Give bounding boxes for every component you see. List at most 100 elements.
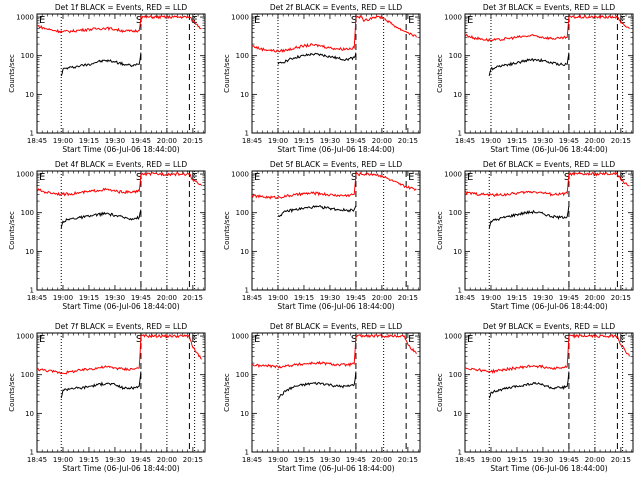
- y-axis-label: Counts/sec: [223, 211, 231, 250]
- x-tick-label: 18:45: [27, 456, 47, 464]
- x-tick-label: 19:00: [53, 456, 73, 464]
- y-tick-label: 1000: [231, 333, 249, 341]
- series-line-events: [60, 209, 142, 229]
- x-tick-label: 19:00: [481, 456, 501, 464]
- marker-label-e-start: E: [467, 334, 473, 345]
- x-axis-label: Start Time (06-Jul-06 18:44:00): [62, 464, 179, 473]
- y-tick-label: 10: [453, 410, 462, 418]
- chart-panel-8: Det 8f BLACK = Events, RED = LLD 1 10 100 10…: [223, 322, 421, 473]
- marker-label-s: S: [351, 15, 357, 26]
- chart-panel-9: Det 9f BLACK = Events, RED = LLD 1 10 100 10…: [436, 322, 634, 473]
- plot-frame: [36, 332, 206, 453]
- marker-label-e-start: E: [254, 15, 260, 26]
- marker-label-e: E: [408, 172, 414, 183]
- y-tick-label: 10: [25, 91, 34, 99]
- x-tick-label: 19:15: [507, 294, 527, 302]
- plot-frame: [464, 170, 634, 291]
- y-tick-label: 1: [30, 287, 34, 295]
- marker-label-s: S: [136, 172, 142, 183]
- x-tick-label: 20:00: [157, 294, 177, 302]
- panel-title: Det 2f BLACK = Events, RED = LLD: [270, 3, 403, 12]
- x-axis-label: Start Time (06-Jul-06 18:44:00): [277, 145, 394, 154]
- x-tick-label: 20:00: [372, 137, 392, 145]
- marker-label-e-start: E: [254, 334, 260, 345]
- x-tick-label: 19:15: [79, 456, 99, 464]
- x-tick-label: 19:00: [481, 294, 501, 302]
- y-tick-label: 100: [236, 371, 249, 379]
- x-tick-label: 19:45: [559, 137, 579, 145]
- panel-title: Det 8f BLACK = Events, RED = LLD: [270, 322, 403, 331]
- marker-label-e: E: [408, 334, 414, 345]
- x-tick-label: 20:15: [183, 456, 203, 464]
- y-axis-label: Counts/sec: [223, 373, 231, 412]
- x-tick-label: 20:15: [398, 294, 418, 302]
- y-tick-label: 1: [245, 130, 249, 138]
- panel-title: Det 5f BLACK = Events, RED = LLD: [270, 160, 403, 169]
- x-axis-label: Start Time (06-Jul-06 18:44:00): [62, 302, 179, 311]
- x-tick-label: 20:00: [372, 294, 392, 302]
- y-tick-label: 1: [458, 130, 462, 138]
- y-tick-label: 100: [21, 209, 34, 217]
- y-tick-label: 100: [449, 52, 462, 60]
- x-tick-label: 19:30: [533, 456, 553, 464]
- y-axis-label: Counts/sec: [223, 54, 231, 93]
- plot-frame: [251, 170, 421, 291]
- x-axis-label: Start Time (06-Jul-06 18:44:00): [490, 302, 607, 311]
- series-line-events: [488, 52, 570, 77]
- x-tick-label: 18:45: [455, 456, 475, 464]
- x-tick-label: 19:30: [320, 294, 340, 302]
- marker-label-s: S: [351, 334, 357, 345]
- x-tick-label: 19:15: [79, 294, 99, 302]
- series-line-lld: [251, 172, 417, 200]
- plot-frame: [464, 13, 634, 134]
- x-tick-label: 19:45: [131, 137, 151, 145]
- x-axis-label: Start Time (06-Jul-06 18:44:00): [490, 464, 607, 473]
- x-tick-label: 18:45: [242, 137, 262, 145]
- x-tick-label: 19:00: [53, 137, 73, 145]
- y-tick-label: 1000: [231, 14, 249, 22]
- series-line-events: [60, 371, 142, 399]
- x-tick-label: 19:15: [294, 137, 314, 145]
- marker-label-s: S: [136, 334, 142, 345]
- y-axis-label: Counts/sec: [8, 211, 16, 250]
- marker-label-e: E: [408, 15, 414, 26]
- chart-panel-3: Det 3f BLACK = Events, RED = LLD 1 10 100 10…: [436, 3, 634, 154]
- series-line-lld: [251, 333, 417, 369]
- panel-title: Det 3f BLACK = Events, RED = LLD: [483, 3, 616, 12]
- x-tick-label: 18:45: [242, 294, 262, 302]
- marker-label-s: S: [564, 15, 570, 26]
- series-line-lld: [251, 14, 417, 53]
- panel-title: Det 1f BLACK = Events, RED = LLD: [55, 3, 188, 12]
- series-line-events: [277, 205, 357, 218]
- x-tick-label: 18:45: [27, 294, 47, 302]
- x-axis-label: Start Time (06-Jul-06 18:44:00): [277, 302, 394, 311]
- x-tick-label: 19:00: [481, 137, 501, 145]
- chart-panel-4: Det 4f BLACK = Events, RED = LLD 1 10 100 10…: [8, 160, 206, 311]
- series-line-events: [277, 52, 357, 65]
- y-axis-label: Counts/sec: [8, 373, 16, 412]
- x-tick-label: 19:45: [559, 294, 579, 302]
- marker-label-s: S: [136, 15, 142, 26]
- x-tick-label: 19:30: [105, 294, 125, 302]
- y-tick-label: 10: [25, 410, 34, 418]
- y-tick-label: 100: [236, 209, 249, 217]
- x-tick-label: 20:15: [183, 294, 203, 302]
- y-tick-label: 10: [25, 248, 34, 256]
- x-tick-label: 19:00: [53, 294, 73, 302]
- marker-label-e-start: E: [39, 172, 45, 183]
- panel-title: Det 7f BLACK = Events, RED = LLD: [55, 322, 188, 331]
- plot-frame: [464, 332, 634, 453]
- y-tick-label: 1: [458, 287, 462, 295]
- y-axis-label: Counts/sec: [8, 54, 16, 93]
- y-tick-label: 10: [240, 91, 249, 99]
- x-tick-label: 20:00: [585, 137, 605, 145]
- series-line-events: [488, 205, 570, 229]
- y-tick-label: 1000: [231, 171, 249, 179]
- chart-panel-6: Det 6f BLACK = Events, RED = LLD 1 10 100 10…: [436, 160, 634, 311]
- series-line-events: [60, 52, 142, 77]
- marker-label-e-start: E: [467, 172, 473, 183]
- chart-panel-7: Det 7f BLACK = Events, RED = LLD 1 10 100 10…: [8, 322, 206, 473]
- y-tick-label: 1000: [444, 14, 462, 22]
- x-tick-label: 18:45: [242, 456, 262, 464]
- x-tick-label: 19:15: [79, 137, 99, 145]
